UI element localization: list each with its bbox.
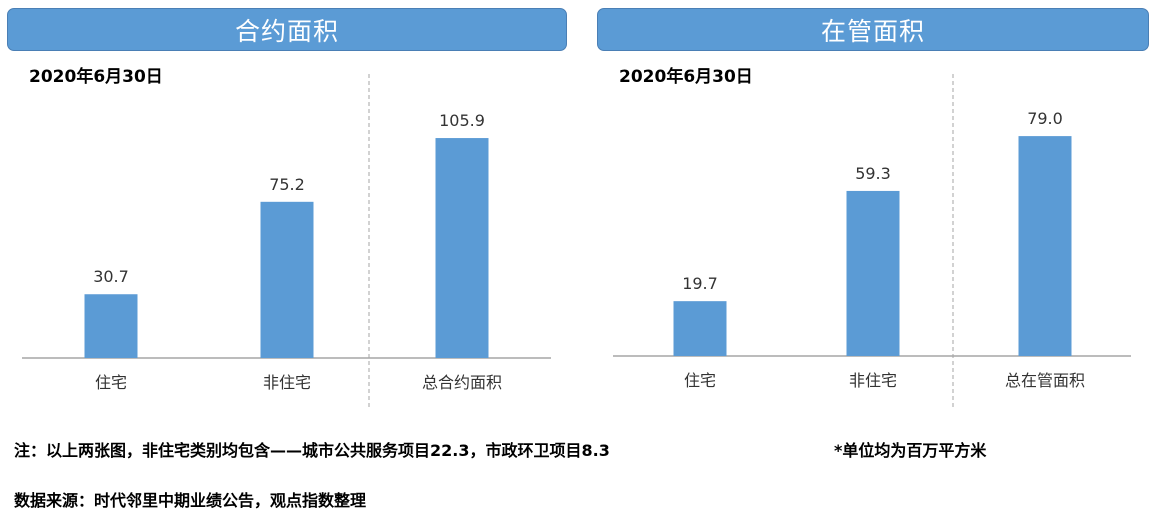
bar-2 [846,190,900,356]
category-label-2: 非住宅 [849,371,897,390]
unit-note: *单位均为百万平方米 [834,441,987,460]
contract-area-title: 合约面积 [7,8,567,51]
contract-area-panel: 合约面积 [7,8,567,51]
value-label-2: 75.2 [269,175,305,194]
value-label-1: 19.7 [682,274,718,293]
value-label-3: 79.0 [1027,109,1063,128]
value-label-2: 59.3 [855,164,891,183]
category-label-2: 非住宅 [263,373,311,392]
category-label-1: 住宅 [684,371,716,390]
bar-3 [1018,136,1072,356]
category-label-3: 总在管面积 [1005,371,1085,390]
bar-1 [673,301,727,356]
footnote: 注：以上两张图，非住宅类别均包含——城市公共服务项目22.3，市政环卫项目8.3 [14,441,610,460]
managed-area-panel: 在管面积 [597,8,1149,51]
value-label-1: 30.7 [93,267,129,286]
category-label-3: 总合约面积 [422,373,502,392]
category-label-1: 住宅 [95,373,127,392]
bar-3 [435,138,489,358]
bar-1 [84,294,138,358]
contract-area-date: 2020年6月30日 [29,67,163,87]
value-label-3: 105.9 [439,111,485,130]
managed-area-title: 在管面积 [597,8,1149,51]
source-note: 数据来源：时代邻里中期业绩公告，观点指数整理 [14,491,367,510]
managed-area-date: 2020年6月30日 [619,67,753,87]
bar-2 [260,201,314,358]
